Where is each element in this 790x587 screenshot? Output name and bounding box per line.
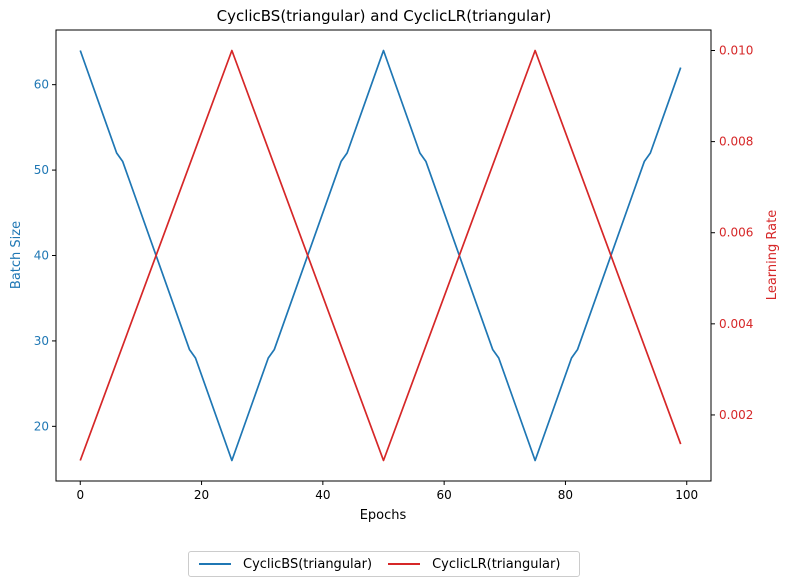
right-y-tick-label: 0.010 <box>719 44 753 58</box>
x-tick-label: 100 <box>675 488 698 502</box>
series-layer <box>79 49 682 462</box>
left-y-axis: 20 30 40 50 60 <box>34 78 56 433</box>
legend-item-bs: CyclicBS(triangular) <box>189 557 372 572</box>
right-y-tick-label: 0.006 <box>719 226 753 240</box>
series-line-learning-rate <box>79 49 682 462</box>
x-tick-label: 60 <box>437 488 452 502</box>
right-y-tick-label: 0.004 <box>719 317 753 331</box>
x-tick-label: 0 <box>76 488 84 502</box>
left-y-tick-label: 30 <box>34 334 49 348</box>
right-y-axis: 0.002 0.004 0.006 0.008 0.010 <box>711 44 753 422</box>
left-y-axis-label: Batch Size <box>9 221 24 289</box>
right-y-tick-label: 0.008 <box>719 135 753 149</box>
series-line-batch-size <box>79 49 682 462</box>
x-axis-label: Epochs <box>360 508 407 523</box>
legend-swatch-bs <box>199 563 231 565</box>
left-y-tick-label: 40 <box>34 249 49 263</box>
x-axis: 0 20 40 60 80 100 <box>76 481 698 502</box>
legend-item-lr: CyclicLR(triangular) <box>378 557 560 572</box>
x-tick-label: 40 <box>315 488 330 502</box>
left-y-tick-label: 60 <box>34 78 49 92</box>
legend-label-lr: CyclicLR(triangular) <box>432 556 561 572</box>
x-tick-label: 20 <box>194 488 209 502</box>
right-y-axis-label: Learning Rate <box>765 210 780 300</box>
legend-label-bs: CyclicBS(triangular) <box>243 556 373 572</box>
plot-area <box>55 29 712 482</box>
legend: CyclicBS(triangular) CyclicLR(triangular… <box>188 551 580 577</box>
x-tick-label: 80 <box>558 488 573 502</box>
chart-title: CyclicBS(triangular) and CyclicLR(triang… <box>217 7 552 25</box>
left-y-tick-label: 20 <box>34 419 49 433</box>
right-y-tick-label: 0.002 <box>719 408 753 422</box>
legend-swatch-lr <box>388 563 421 565</box>
left-y-tick-label: 50 <box>34 163 49 177</box>
